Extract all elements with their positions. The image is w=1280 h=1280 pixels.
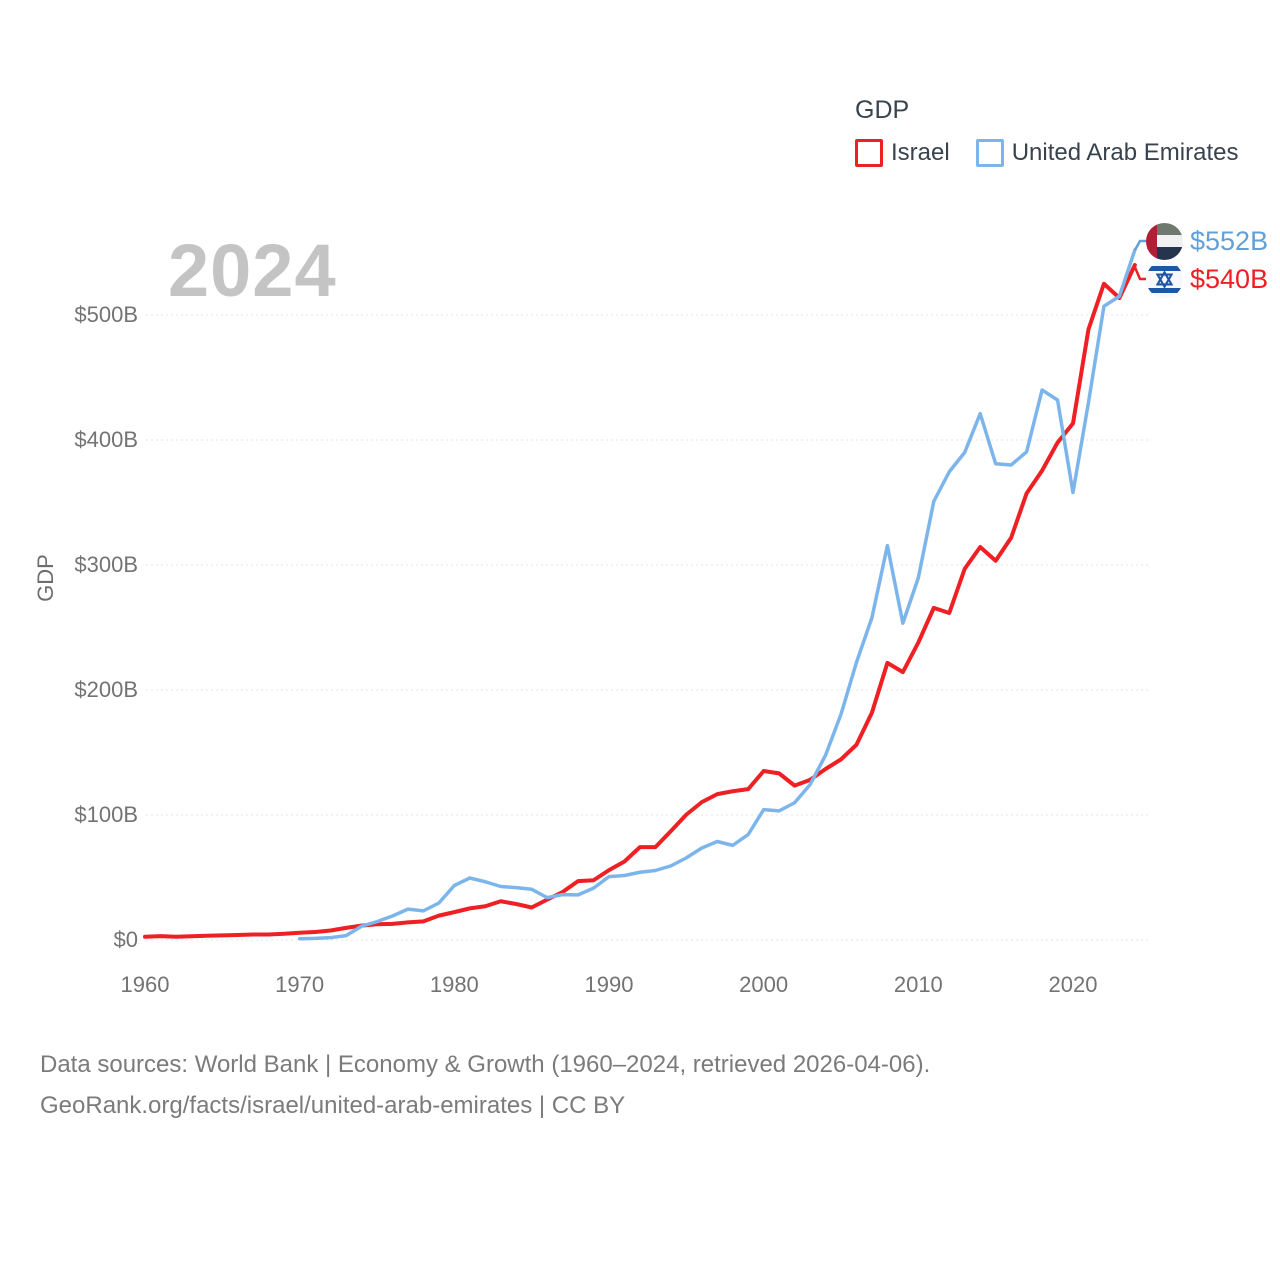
y-axis-tick-label: $300B: [74, 552, 138, 577]
series-line-israel[interactable]: [143, 263, 1137, 939]
y-axis-tick-label: $500B: [74, 302, 138, 327]
legend-label: United Arab Emirates: [1011, 139, 1239, 166]
israel-flag-icon: [1146, 260, 1183, 298]
y-axis-tick-label: $0: [113, 927, 138, 952]
end-label-israel: $540B: [1146, 260, 1268, 298]
series-line-united-arab-emirates[interactable]: [297, 248, 1137, 941]
footer-sources-line: Data sources: World Bank | Economy & Gro…: [40, 1051, 931, 1078]
uae-flag-icon: [1146, 222, 1183, 260]
end-label-united-arab-emirates: $552B: [1146, 222, 1268, 260]
legend-label: Israel: [891, 139, 950, 166]
footer-attribution-line: GeoRank.org/facts/israel/united-arab-emi…: [40, 1092, 626, 1119]
footer: Data sources: World Bank | Economy & Gro…: [40, 1044, 930, 1126]
x-axis-tick-label: 1990: [584, 972, 634, 997]
y-axis-tick-label: $400B: [74, 427, 138, 452]
legend-item-israel[interactable]: Israel: [855, 139, 950, 167]
legend-item-united-arab-emirates[interactable]: United Arab Emirates: [975, 139, 1239, 167]
y-axis-tick-label: $100B: [74, 802, 138, 827]
y-axis-tick-label: $200B: [74, 677, 138, 702]
israel-series-swatch-icon: [855, 139, 883, 167]
uae-series-swatch-icon: [975, 139, 1004, 167]
x-axis-tick-label: 2000: [739, 972, 789, 997]
x-axis-tick-label: 2020: [1048, 972, 1098, 997]
end-label-value: $540B: [1190, 263, 1269, 294]
y-axis-title: GDP: [33, 554, 58, 602]
x-axis-tick-label: 1970: [275, 972, 325, 997]
star-of-david-icon: [1156, 270, 1173, 288]
year-watermark: 2024: [168, 229, 337, 312]
israel-label-connector: [1132, 264, 1146, 281]
legend-rows: Israel United Arab Emirates: [855, 139, 1238, 167]
legend: GDP Israel United Arab Emirates: [855, 96, 1238, 167]
legend-title: GDP: [855, 96, 910, 124]
end-label-value: $552B: [1190, 225, 1269, 256]
x-axis-tick-label: 1980: [429, 972, 479, 997]
uae-label-connector: [1133, 239, 1146, 251]
x-axis-tick-label: 1960: [120, 972, 170, 997]
x-axis-tick-label: 2010: [893, 972, 943, 997]
